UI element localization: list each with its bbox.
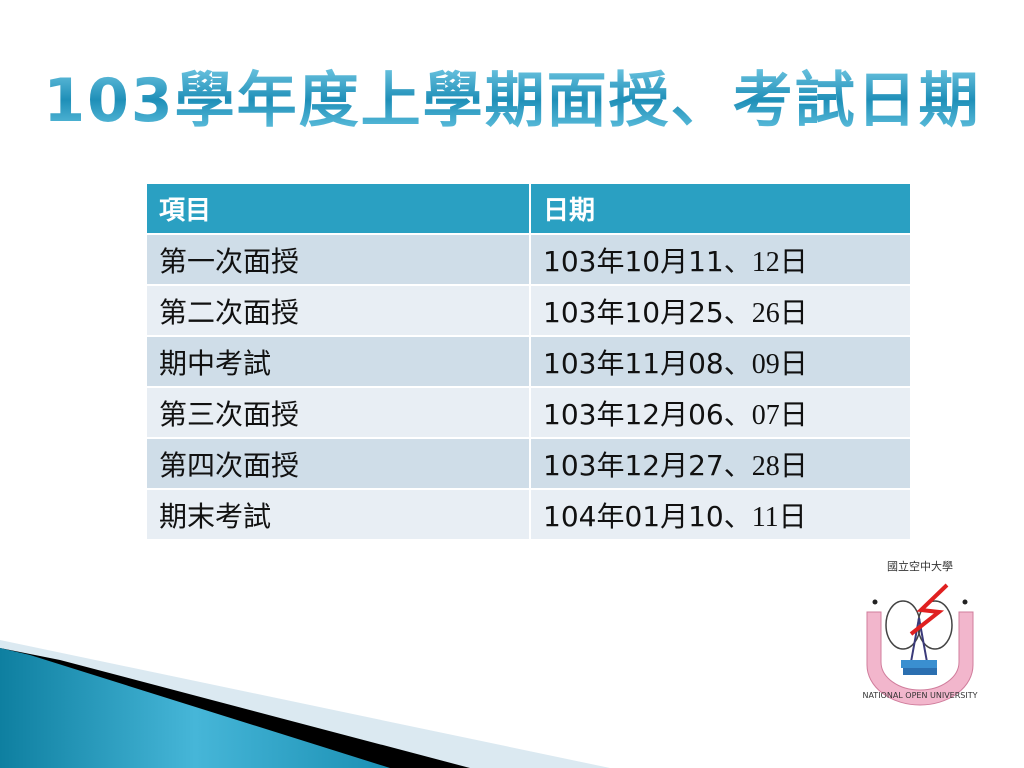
cell-item: 第一次面授 [145, 233, 531, 286]
header-item: 項目 [145, 184, 531, 235]
date-main: 103年12月27 [543, 448, 724, 482]
date-main: 103年10月25 [543, 295, 724, 329]
date-end: 11日 [751, 501, 807, 533]
table-row: 第二次面授 103年10月25、26日 [145, 284, 912, 337]
schedule-table: 項目 日期 第一次面授 103年10月11、12日 第二次面授 103年10月25… [145, 184, 912, 541]
cell-item: 期末考試 [145, 488, 531, 541]
cell-date: 103年12月27、28日 [529, 437, 912, 490]
logo-text-top: 國立空中大學 [887, 559, 953, 573]
date-separator: 、 [723, 501, 752, 533]
date-separator: 、 [723, 348, 752, 380]
date-main: 103年12月06 [543, 397, 724, 431]
date-main: 103年11月08 [543, 346, 724, 380]
logo-text-bottom: NATIONAL OPEN UNIVERSITY [862, 691, 977, 700]
cell-item: 第二次面授 [145, 284, 531, 337]
date-separator: 、 [723, 297, 752, 329]
table-header-row: 項目 日期 [145, 184, 912, 235]
cell-date: 103年12月06、07日 [529, 386, 912, 439]
date-separator: 、 [723, 399, 752, 431]
cell-date: 103年10月25、26日 [529, 284, 912, 337]
cell-date: 103年10月11、12日 [529, 233, 912, 286]
date-separator: 、 [723, 450, 752, 482]
cell-item: 期中考試 [145, 335, 531, 388]
date-end: 26日 [751, 297, 808, 329]
cell-item: 第三次面授 [145, 386, 531, 439]
cell-date: 104年01月10、11日 [529, 488, 912, 541]
table-row: 期末考試 104年01月10、11日 [145, 488, 912, 541]
date-main: 103年10月11 [543, 244, 724, 278]
date-end: 07日 [751, 399, 808, 431]
table-row: 期中考試 103年11月08、09日 [145, 335, 912, 388]
page-title: 103學年度上學期面授、考試日期 [0, 52, 1024, 139]
cell-date: 103年11月08、09日 [529, 335, 912, 388]
table-row: 第三次面授 103年12月06、07日 [145, 386, 912, 439]
university-logo: 國立空中大學 NATIONAL OPEN UNIVERSITY [862, 559, 978, 706]
date-separator: 、 [723, 246, 752, 278]
table-row: 第四次面授 103年12月27、28日 [145, 437, 912, 490]
date-main: 104年01月10 [543, 499, 724, 533]
date-end: 12日 [751, 246, 808, 278]
header-date: 日期 [529, 184, 912, 235]
date-end: 28日 [751, 450, 808, 482]
cell-item: 第四次面授 [145, 437, 531, 490]
date-end: 09日 [751, 348, 808, 380]
table-row: 第一次面授 103年10月11、12日 [145, 233, 912, 286]
